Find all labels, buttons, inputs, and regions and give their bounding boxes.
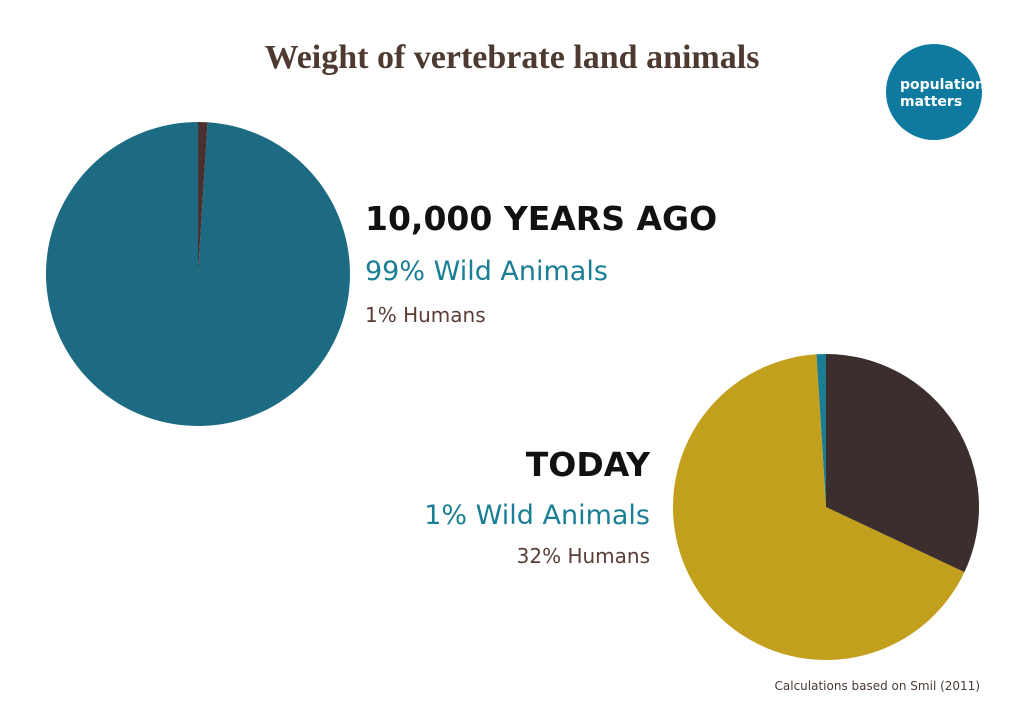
pie-slice	[826, 354, 980, 573]
slice-label: 32% Humans	[517, 544, 650, 568]
chart-heading: 10,000 YEARS AGO	[365, 199, 717, 238]
slice-label: 1% Wild Animals	[424, 500, 650, 531]
logo-text: matters	[900, 94, 962, 110]
pie-slice	[816, 354, 826, 507]
logo-text: population	[900, 77, 985, 93]
logo-badge	[886, 44, 982, 140]
slice-label: 1% Humans	[365, 303, 486, 327]
pie-slice	[198, 122, 208, 274]
title: Weight of vertebrate land animals	[265, 39, 760, 76]
pie-slice	[673, 354, 965, 660]
source-note: Calculations based on Smil (2011)	[775, 679, 981, 693]
slice-label: 99% Wild Animals	[365, 256, 608, 287]
chart-heading: TODAY	[526, 445, 651, 484]
pie-slice	[46, 122, 351, 426]
